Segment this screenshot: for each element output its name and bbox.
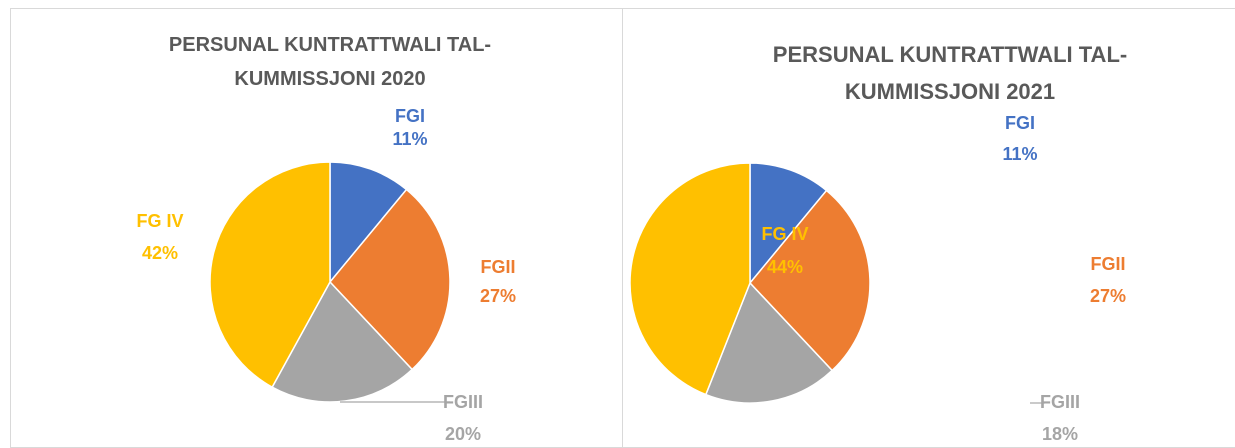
slice-label: FGII bbox=[481, 257, 516, 277]
slice-label: FGI bbox=[1005, 113, 1035, 133]
slice-value-label: 18% bbox=[1042, 424, 1078, 443]
pie-slice bbox=[329, 188, 451, 371]
chart-title: PERSUNAL KUNTRATTWALI TAL-KUMMISSJONI 20… bbox=[772, 42, 1128, 105]
slice-value-label: 27% bbox=[480, 286, 516, 306]
pie-slice bbox=[629, 162, 751, 396]
slice-value-label: 20% bbox=[445, 424, 481, 443]
slice-value-label: 11% bbox=[392, 129, 427, 149]
slice-label: FGI bbox=[395, 106, 425, 126]
pie-slice bbox=[749, 189, 871, 372]
slice-label: FGII bbox=[1091, 254, 1126, 274]
slice-label: FGIII bbox=[1040, 392, 1080, 412]
slice-label: FG IV bbox=[761, 224, 808, 244]
slice-value-label: 42% bbox=[142, 243, 178, 263]
pie-slice bbox=[749, 162, 828, 286]
slice-value-label: 44% bbox=[767, 257, 803, 277]
pie-slice bbox=[704, 281, 834, 404]
slice-value-label: 11% bbox=[1002, 144, 1037, 164]
pie-slice bbox=[271, 280, 414, 403]
slice-label: FG IV bbox=[136, 211, 183, 231]
slice-value-label: 27% bbox=[1090, 286, 1126, 306]
pie-slice bbox=[209, 161, 331, 389]
pie-slice bbox=[329, 161, 408, 285]
slice-label: FGIII bbox=[443, 392, 483, 412]
chart-title: PERSUNAL KUNTRATTWALI TAL-KUMMISSJONI 20… bbox=[168, 34, 492, 90]
